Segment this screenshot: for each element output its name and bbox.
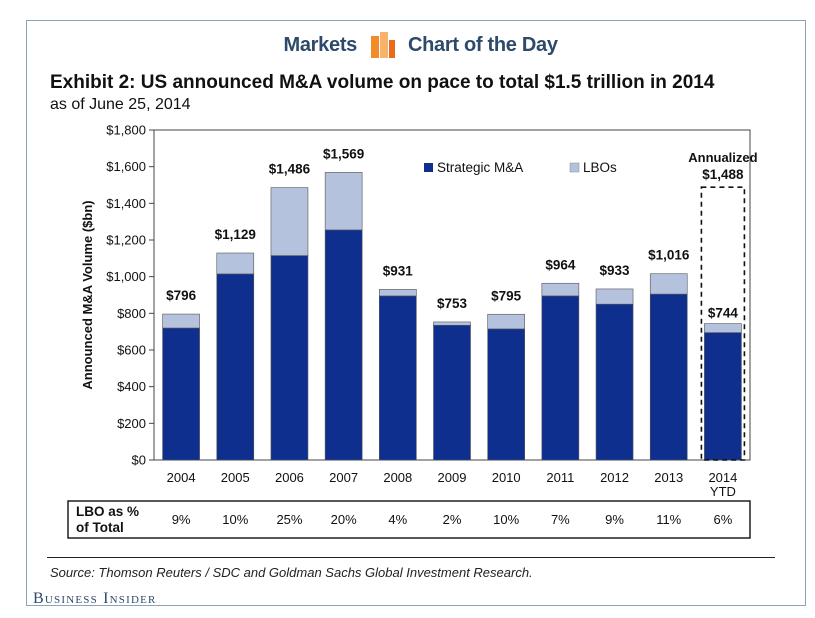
total-label: $744 (708, 306, 739, 321)
y-tick-label: $1,400 (106, 196, 146, 211)
bar-strategic (324, 229, 363, 461)
bar-strategic (649, 293, 688, 461)
x-tick-label: 2011 (546, 470, 574, 485)
lbo-percent-value: 6% (714, 512, 733, 527)
y-axis-label: Announced M&A Volume ($bn) (80, 200, 95, 389)
chart-frame (26, 20, 806, 606)
bar-lbo (162, 313, 200, 329)
y-tick-label: $600 (117, 343, 146, 358)
x-tick-label: 2005 (221, 470, 250, 485)
y-tick-label: $1,800 (106, 123, 146, 138)
total-label: $753 (437, 296, 468, 311)
lbo-percent-value: 4% (388, 512, 407, 527)
x-tick-label: 2013 (654, 470, 683, 485)
x-tick-label: YTD (710, 484, 736, 499)
lbo-percent-value: 9% (605, 512, 624, 527)
bar-strategic (379, 295, 417, 461)
y-tick-label: $1,000 (106, 269, 146, 284)
lbo-percent-value: 10% (493, 512, 519, 527)
bar-strategic (595, 303, 634, 461)
bar-lbo (379, 289, 417, 297)
publisher-logo: Business Insider (33, 590, 157, 607)
x-tick-label: 2004 (167, 470, 196, 485)
chart-of-the-day-label: Chart of the Day (408, 34, 558, 56)
chart-title: Exhibit 2: US announced M&A volume on pa… (50, 72, 715, 93)
lbo-row-label-line1: LBO as % (76, 504, 139, 519)
total-label: $931 (383, 263, 414, 278)
bar-lbo (595, 288, 634, 305)
annualized-label: Annualized (688, 150, 757, 165)
bar-chart-icon (371, 32, 395, 58)
lbo-percent-value: 9% (172, 512, 191, 527)
bar-lbo (324, 172, 363, 231)
total-label: $964 (545, 257, 576, 272)
bar-lbo (649, 273, 688, 295)
lbo-percent-value: 2% (443, 512, 462, 527)
bar-strategic (270, 255, 309, 461)
lbo-percent-row (67, 500, 751, 539)
bar-strategic (541, 295, 580, 461)
x-tick-label: 2008 (383, 470, 412, 485)
total-label: $1,016 (648, 248, 690, 263)
source-divider (47, 557, 775, 558)
bar-strategic (216, 273, 255, 461)
y-tick-label: $200 (117, 416, 146, 431)
y-tick-label: $800 (117, 306, 146, 321)
total-label: $795 (491, 288, 522, 303)
x-tick-label: 2009 (438, 470, 467, 485)
lbo-percent-value: 20% (331, 512, 357, 527)
y-tick-label: $1,600 (106, 159, 146, 174)
legend-label-lbo: LBOs (583, 160, 617, 175)
x-tick-label: 2010 (492, 470, 521, 485)
total-label: $1,486 (269, 162, 311, 177)
bar-strategic (704, 332, 742, 461)
bar-strategic (162, 327, 200, 461)
lbo-row-label-line2: of Total (76, 520, 124, 535)
y-tick-label: $0 (132, 453, 146, 468)
annualized-box (700, 186, 746, 461)
source-note: Source: Thomson Reuters / SDC and Goldma… (50, 565, 533, 580)
annualized-value: $1,488 (702, 167, 744, 182)
y-tick-label: $1,200 (106, 233, 146, 248)
legend-label-strategic: Strategic M&A (437, 160, 523, 175)
bar-lbo (704, 323, 742, 333)
bar-lbo (487, 313, 525, 330)
legend-swatch-strategic (424, 163, 433, 172)
lbo-percent-value: 11% (656, 512, 681, 527)
lbo-percent-value: 10% (222, 512, 248, 527)
lbo-percent-value: 7% (551, 512, 570, 527)
x-tick-label: 2006 (275, 470, 304, 485)
chart-subtitle: as of June 25, 2014 (50, 96, 191, 113)
chart-of-the-day-header: Markets Chart of the Day (0, 30, 815, 64)
bar-lbo (433, 321, 471, 326)
total-label: $1,129 (215, 227, 256, 242)
markets-label: Markets (283, 34, 358, 56)
x-tick-label: 2014 (708, 470, 737, 485)
bar-strategic (487, 328, 525, 461)
bar-strategic (433, 324, 471, 461)
total-label: $796 (166, 288, 197, 303)
bar-lbo (270, 187, 309, 256)
legend-swatch-lbo (569, 162, 580, 173)
y-tick-label: $400 (117, 379, 146, 394)
total-label: $1,569 (323, 146, 364, 161)
x-tick-label: 2012 (600, 470, 629, 485)
bar-lbo (541, 282, 580, 297)
bar-lbo (216, 252, 255, 275)
lbo-percent-value: 25% (276, 512, 302, 527)
x-tick-label: 2007 (329, 470, 358, 485)
total-label: $933 (600, 263, 631, 278)
